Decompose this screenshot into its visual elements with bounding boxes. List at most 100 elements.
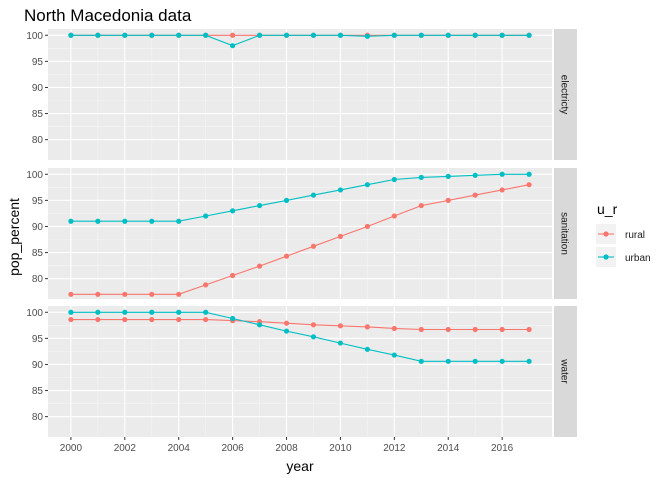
data-point-urban	[526, 171, 532, 177]
data-point-rural	[310, 243, 317, 249]
x-tick-label: 2002	[114, 443, 137, 454]
data-point-rural	[364, 324, 370, 330]
data-point-urban	[526, 32, 532, 38]
data-point-rural	[391, 213, 397, 219]
panel-water: 80 85 90 95 100 water	[26, 306, 577, 437]
data-point-rural	[203, 282, 209, 288]
data-point-urban	[256, 202, 263, 209]
legend-title: u_r	[597, 201, 618, 217]
data-point-urban	[337, 340, 344, 346]
data-point-rural	[68, 291, 74, 297]
x-tick-label: 2006	[221, 443, 244, 454]
facet-panels: 80 85 90 95 100 electricty 80 85 90 95 100 sanitati…	[26, 29, 577, 437]
y-tick-label: 100	[26, 31, 43, 42]
data-point-urban	[176, 309, 182, 315]
data-point-urban	[203, 32, 209, 38]
series-line-rural	[70, 184, 530, 295]
data-point-rural	[149, 291, 155, 297]
data-point-urban	[149, 309, 155, 315]
data-point-rural	[499, 187, 505, 193]
y-tick-label: 85	[32, 386, 44, 397]
data-point-urban	[310, 334, 317, 340]
y-tick-label: 85	[32, 248, 44, 259]
data-point-urban	[203, 309, 209, 315]
legend-point-rural	[603, 231, 609, 237]
x-axis: 2000 2002 2004 2006 2008 2010 2012 2014 2016	[60, 437, 514, 454]
data-point-urban	[310, 192, 317, 198]
data-point-urban	[95, 309, 101, 315]
x-tick-label: 2010	[329, 443, 352, 454]
data-point-rural	[176, 291, 182, 297]
data-point-urban	[230, 208, 236, 214]
data-point-urban	[149, 218, 155, 224]
data-point-urban	[418, 32, 424, 38]
panel-electricty: 80 85 90 95 100 electricty	[26, 29, 577, 160]
data-point-urban	[310, 32, 317, 38]
y-tick-label: 95	[32, 57, 44, 68]
data-point-rural	[230, 272, 236, 279]
data-point-rural	[499, 326, 505, 333]
data-point-rural	[472, 192, 478, 198]
y-tick-label: 90	[32, 222, 44, 233]
data-point-rural	[149, 316, 155, 323]
data-point-urban	[283, 197, 290, 203]
y-tick-label: 100	[26, 308, 43, 319]
data-point-urban	[122, 32, 128, 38]
panel-background	[48, 168, 552, 299]
legend-label-urban: urban	[625, 253, 651, 264]
data-point-rural	[337, 233, 344, 239]
data-point-urban	[445, 173, 451, 179]
legend-point-urban	[603, 254, 609, 260]
data-point-rural	[122, 316, 128, 323]
facet-strip	[554, 306, 577, 437]
y-tick-label: 85	[32, 109, 44, 120]
data-point-rural	[364, 223, 370, 230]
data-point-rural	[256, 263, 263, 269]
data-point-urban	[68, 218, 74, 224]
data-point-rural	[230, 32, 236, 38]
y-tick-label: 90	[32, 360, 44, 371]
data-point-urban	[149, 32, 155, 38]
data-point-rural	[472, 326, 478, 333]
data-point-urban	[176, 218, 182, 224]
y-axis-title: pop_percent	[6, 198, 22, 276]
x-tick-label: 2016	[491, 443, 514, 454]
data-point-rural	[391, 325, 397, 332]
data-point-rural	[526, 182, 532, 188]
facet-strip	[554, 168, 577, 299]
y-tick-label: 95	[32, 196, 44, 207]
data-point-rural	[203, 316, 209, 323]
data-point-urban	[391, 32, 397, 38]
x-axis-title: year	[286, 458, 314, 474]
data-point-rural	[122, 291, 128, 297]
data-point-rural	[95, 316, 101, 323]
y-tick-label: 95	[32, 334, 44, 345]
facet-strip-label: sanitation	[559, 212, 570, 255]
data-point-urban	[445, 32, 451, 38]
data-point-urban	[445, 358, 451, 364]
legend-label-rural: rural	[625, 230, 645, 241]
data-point-rural	[445, 326, 451, 333]
data-point-urban	[256, 322, 263, 328]
data-point-urban	[283, 328, 290, 334]
panel-sanitation: 80 85 90 95 100 sanitation	[26, 168, 577, 299]
data-point-urban	[122, 218, 128, 224]
data-point-urban	[95, 218, 101, 224]
data-point-urban	[499, 171, 505, 177]
data-point-urban	[391, 176, 397, 183]
y-tick-label: 80	[32, 135, 44, 146]
y-tick-label: 80	[32, 274, 44, 285]
data-point-urban	[499, 358, 505, 364]
data-point-urban	[337, 32, 344, 38]
data-point-rural	[176, 316, 182, 323]
data-point-urban	[283, 32, 290, 38]
panel-background	[48, 29, 552, 160]
y-tick-label: 80	[32, 412, 44, 423]
data-point-urban	[418, 174, 424, 180]
x-tick-label: 2008	[275, 443, 298, 454]
data-point-rural	[337, 323, 344, 329]
data-point-rural	[418, 326, 424, 333]
data-point-urban	[230, 315, 236, 322]
data-point-urban	[472, 172, 478, 178]
data-point-rural	[283, 253, 290, 259]
